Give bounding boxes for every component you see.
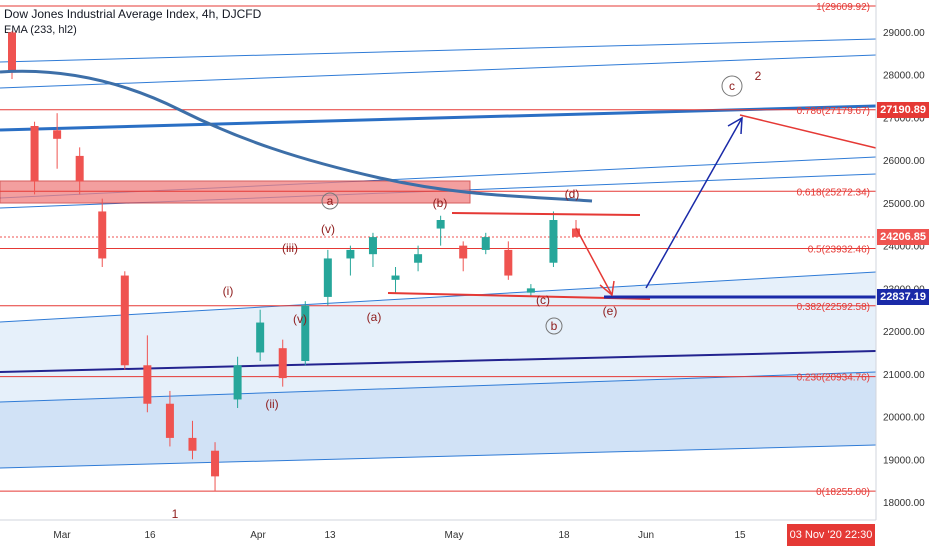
candle-body [233, 365, 242, 400]
wave-label: (iii) [282, 241, 298, 255]
y-tick-label: 21000.00 [883, 370, 925, 381]
wave-label: (i) [223, 284, 234, 298]
wave-label: (c) [536, 293, 550, 307]
x-tick-label: Mar [53, 530, 71, 541]
y-tick-label: 29000.00 [883, 28, 925, 39]
wave-label: 1 [172, 507, 179, 521]
candle-body [526, 288, 535, 293]
fib-ext-line [739, 114, 877, 149]
wave-label: (d) [565, 187, 580, 201]
candle-body [504, 249, 513, 276]
candle-body [549, 220, 558, 263]
resistance-zone [0, 180, 471, 204]
wave-label: a [327, 194, 334, 208]
wave-label: (ii) [265, 397, 278, 411]
candle-body [8, 32, 16, 73]
candle-body [481, 237, 490, 250]
wave-label: (e) [603, 304, 618, 318]
fib-label: 0.786(27179.67) [797, 106, 870, 117]
upper-trendline [451, 212, 641, 216]
candle-body [346, 249, 355, 259]
y-tick-label: 24000.00 [883, 242, 925, 253]
fib-label: 0.382(22592.58) [797, 302, 870, 313]
fib-label: 0.236(20934.76) [797, 373, 870, 384]
channel-line [0, 271, 877, 323]
x-tick-label: 15 [734, 530, 746, 541]
price-tag-current: 24206.85 [877, 229, 929, 245]
wave-label: (a) [367, 310, 382, 324]
price-tag-fib-786: 27190.89 [877, 102, 929, 118]
candle-body [165, 403, 174, 438]
candle-body [75, 155, 84, 182]
y-tick-label: 25000.00 [883, 199, 925, 210]
candle-body [30, 126, 39, 182]
candle-body [143, 365, 152, 404]
x-tick-label: 16 [144, 530, 156, 541]
wave-label: (v) [321, 222, 335, 236]
indicator-label: EMA (233, hl2) [4, 24, 77, 36]
x-tick-label: Apr [250, 530, 266, 541]
candle-body [256, 322, 265, 353]
candle-body [459, 245, 468, 259]
axis-layer: 18000.00 19000.00 20000.00 21000.00 22000.00… [0, 0, 925, 541]
y-tick-label: 18000.00 [883, 498, 925, 509]
wave-label: (b) [433, 196, 448, 210]
candle-body [53, 130, 62, 139]
ema-line [0, 69, 593, 203]
candle-body [391, 275, 400, 280]
y-tick-label: 28000.00 [883, 71, 925, 82]
candle-body [572, 228, 580, 237]
wave-circle [721, 75, 743, 97]
candle-body [211, 450, 220, 477]
price-tag-support: 22837.19 [877, 289, 929, 305]
y-tick-label: 22000.00 [883, 327, 925, 338]
wave-circle [545, 317, 563, 335]
y-tick-label: 20000.00 [883, 413, 925, 424]
candle-body [301, 305, 310, 361]
x-tick-label: 13 [324, 530, 336, 541]
arrow-down-head [599, 280, 615, 297]
candle-body [436, 220, 445, 229]
wave-label: (v) [293, 312, 307, 326]
y-tick-label: 26000.00 [883, 156, 925, 167]
x-tick-label: 18 [558, 530, 570, 541]
channel-line [0, 38, 877, 63]
time-tag: 03 Nov '20 22:30 [787, 524, 875, 546]
fib-label: 0.5(23932.46) [808, 245, 870, 256]
channel-fill-2 [0, 372, 876, 468]
y-tick-label: 19000.00 [883, 455, 925, 466]
candle-body [120, 275, 129, 366]
chart-title: Dow Jones Industrial Average Index, 4h, … [4, 7, 262, 21]
arrow-up [645, 117, 743, 289]
candle-body [323, 258, 332, 297]
wave-label: c [729, 79, 735, 93]
channel-line [0, 444, 877, 469]
channel-line [0, 54, 877, 89]
channel-layer [0, 38, 877, 469]
overlay-layer: a (b) (d) (iii) (v) (i) (v) (a) (c) (e) b (ii) 1 c 2 [0, 69, 877, 521]
wave-label: 2 [755, 69, 762, 83]
fib-label: 0(18255.00) [816, 487, 870, 498]
fib-layer: 1(29609.92) 0.786(27179.67) 0.618(25272.34… [0, 2, 876, 498]
fib-label: 1(29609.92) [816, 2, 870, 13]
y-tick-label: 27000.00 [883, 113, 925, 124]
chart-legend: Dow Jones Industrial Average Index, 4h, … [4, 6, 261, 38]
candles-layer [8, 31, 580, 492]
candle-body [414, 254, 423, 263]
candle-body [188, 437, 197, 451]
candle-body [98, 211, 107, 259]
x-tick-label: May [445, 530, 464, 541]
arrow-down [575, 227, 613, 296]
candle-body [278, 348, 287, 379]
x-tick-label: Jun [638, 530, 654, 541]
candle-body [368, 237, 377, 255]
arrow-up-head [727, 116, 743, 135]
fib-label: 0.618(25272.34) [797, 187, 870, 198]
wave-circle [321, 192, 339, 210]
wave-label: b [551, 319, 558, 333]
